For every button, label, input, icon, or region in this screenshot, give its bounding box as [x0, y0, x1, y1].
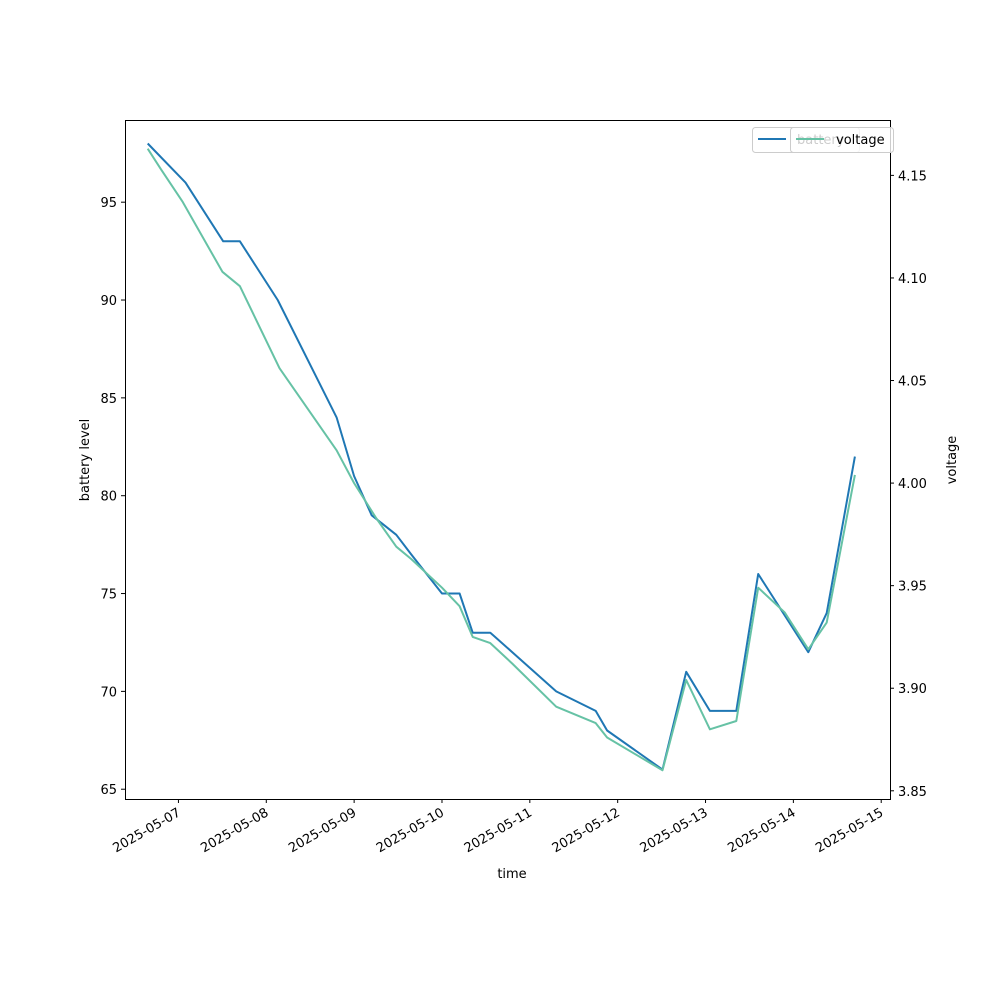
y-left-tick-label: 75: [100, 588, 117, 603]
series-layer: [146, 142, 856, 772]
legend-voltage: voltage: [790, 127, 894, 153]
y-right-tick-label: 4.05: [898, 375, 927, 390]
y-right-tick-label: 3.90: [898, 682, 927, 697]
y-right-tick-label: 4.00: [898, 477, 927, 492]
y-right-tick-label: 3.95: [898, 580, 927, 595]
y-axis-right-label: voltage: [945, 436, 960, 485]
y-right-tick-label: 4.15: [898, 169, 927, 184]
y-axis-left: 65 70 75 80 85 90 95: [100, 196, 125, 798]
series-line-battery: [146, 142, 856, 771]
y-left-tick-label: 70: [100, 685, 117, 700]
legend-voltage-box: [790, 127, 894, 153]
plot-frame: [125, 120, 891, 800]
y-axis-left-label: battery level: [78, 419, 93, 502]
y-right-tick-label: 4.10: [898, 272, 927, 287]
y-left-tick-label: 95: [100, 196, 117, 211]
x-axis-label: time: [497, 867, 526, 882]
series-line-voltage: [146, 148, 856, 772]
y-left-tick-label: 90: [100, 294, 117, 309]
legend-voltage-label: voltage: [836, 133, 885, 148]
y-right-tick-label: 3.85: [898, 785, 927, 800]
y-left-tick-label: 85: [100, 392, 117, 407]
y-axis-right: 3.85 3.90 3.95 4.00 4.05 4.10 4.15: [890, 169, 927, 800]
y-left-tick-label: 80: [100, 490, 117, 505]
y-left-tick-label: 65: [100, 783, 117, 798]
